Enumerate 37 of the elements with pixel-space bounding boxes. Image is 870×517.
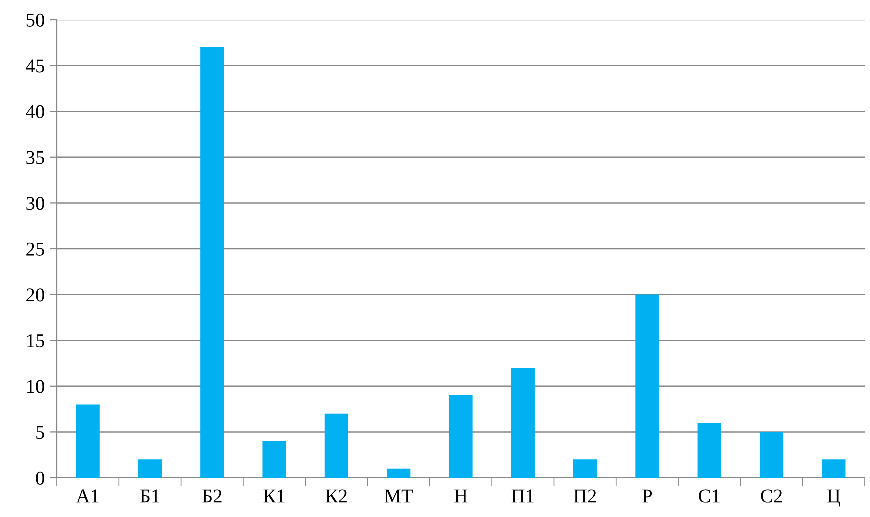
x-tick-label: С2 <box>761 490 782 503</box>
bar <box>698 423 722 478</box>
bar <box>636 294 660 478</box>
bar <box>138 460 162 478</box>
x-tick-label: С1 <box>699 490 720 503</box>
x-tick-label: Б1 <box>140 490 160 503</box>
x-tick-label: К2 <box>326 490 347 503</box>
x-tick-label: А1 <box>76 490 99 503</box>
x-tick-label: П2 <box>574 490 596 503</box>
y-tick-label: 50 <box>26 14 44 27</box>
y-tick-label: 40 <box>26 105 44 119</box>
y-tick-label: 35 <box>26 151 44 164</box>
y-tick-label: 5 <box>36 426 44 440</box>
bar <box>511 368 535 478</box>
bar <box>200 47 224 478</box>
bar <box>822 460 846 478</box>
y-tick-label: 25 <box>26 242 44 256</box>
bar <box>387 468 411 478</box>
x-tick-label: Ц <box>827 490 840 507</box>
bar <box>760 432 784 478</box>
x-tick-label: Н <box>454 490 468 503</box>
bar <box>324 414 348 478</box>
y-tick-label: 0 <box>36 472 44 485</box>
y-tick-label: 20 <box>26 288 44 302</box>
y-tick-label: 10 <box>27 380 44 394</box>
x-tick-label: МТ <box>384 490 414 503</box>
x-tick-label: Б2 <box>202 490 222 503</box>
bar <box>76 404 100 478</box>
bar <box>449 396 473 478</box>
y-tick-label: 30 <box>26 197 44 210</box>
x-tick-label: Р <box>642 490 652 503</box>
x-tick-label: К1 <box>264 490 285 503</box>
x-tick-label: П1 <box>512 490 534 503</box>
y-tick-label: 15 <box>27 334 44 348</box>
bar <box>262 441 286 478</box>
y-tick-label: 45 <box>26 60 44 73</box>
bar <box>574 460 598 478</box>
